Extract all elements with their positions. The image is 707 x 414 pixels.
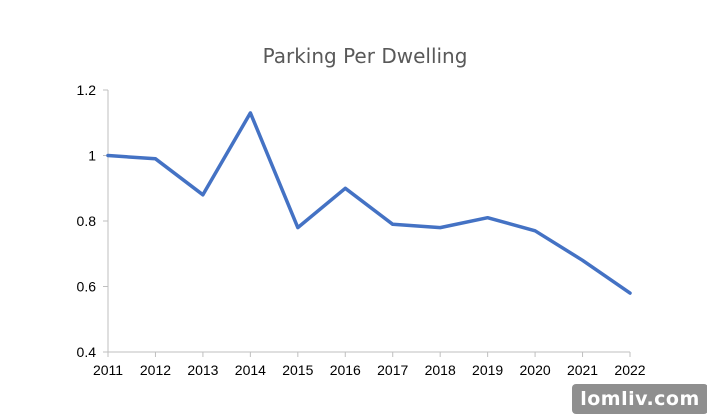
x-tick-label: 2016 (330, 362, 361, 378)
series-layer (106, 111, 632, 295)
series-line (106, 111, 632, 295)
x-tick-label: 2021 (567, 362, 598, 378)
x-tick-label: 2017 (377, 362, 408, 378)
x-tick-label: 2014 (235, 362, 266, 378)
y-tick-label: 1 (88, 148, 96, 164)
watermark-badge: lomliv.com (572, 384, 707, 414)
x-tick-label: 2013 (187, 362, 218, 378)
y-tick-label: 0.6 (77, 279, 97, 295)
y-tick-label: 1.2 (77, 82, 97, 98)
x-tick-label: 2011 (93, 362, 123, 378)
y-tick-label: 0.8 (77, 213, 97, 229)
x-tick-label: 2019 (472, 362, 503, 378)
x-tick-label: 2015 (282, 362, 313, 378)
y-tick-label: 0.4 (77, 344, 97, 360)
chart-title: Parking Per Dwelling (263, 44, 468, 68)
y-axis: 0.4 0.6 0.8 1 1.2 (77, 82, 109, 360)
x-axis: 2011 2012 2013 2014 2015 2016 2017 2018 2019 2020… (93, 351, 646, 378)
x-tick-label: 2012 (140, 362, 171, 378)
x-tick-label: 2022 (614, 362, 645, 378)
x-tick-label: 2020 (520, 362, 551, 378)
x-tick-label: 2018 (425, 362, 456, 378)
